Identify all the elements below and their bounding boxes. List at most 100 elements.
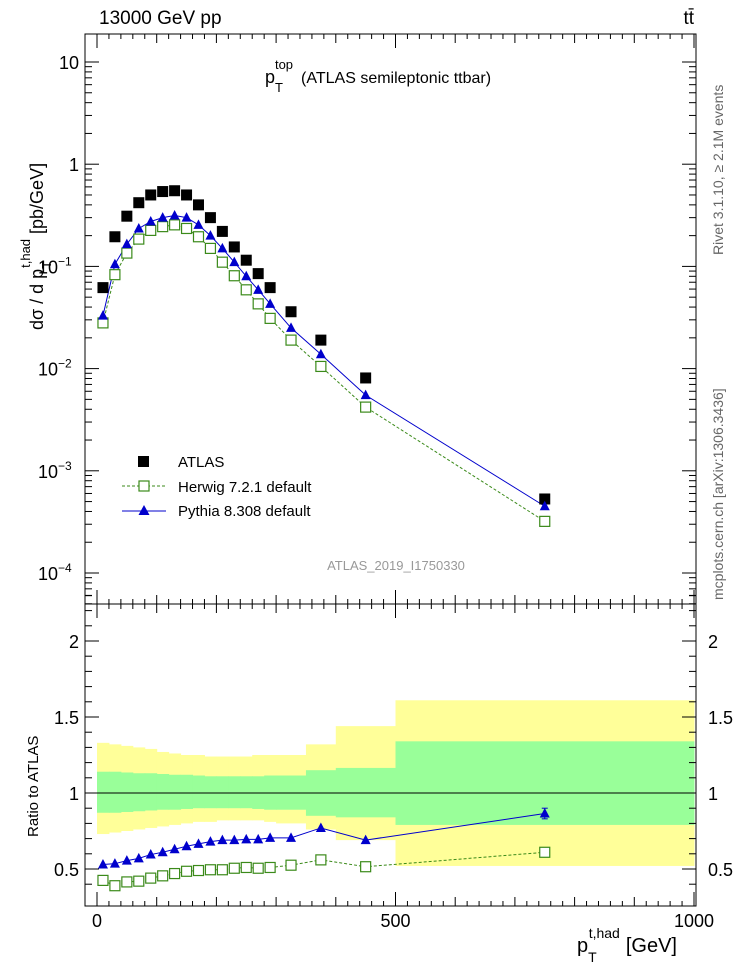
- ratio-y-axis-label: Ratio to ATLAS: [25, 736, 42, 837]
- y-axis-label: dσ / d pTt,had [pb/GeV]: [18, 163, 54, 330]
- y-tick-label: 10−1: [38, 254, 72, 277]
- ratio-band-inner-bin: [228, 776, 241, 809]
- herwig-ratio-point: [252, 862, 264, 874]
- ratio-band-inner-bin: [97, 771, 110, 813]
- atlas-point: [121, 210, 133, 222]
- ratio-band-inner-bin: [120, 772, 134, 812]
- y-tick-label: 1: [69, 155, 79, 175]
- plot-title-sup: top: [275, 57, 293, 72]
- plot-title-rest: (ATLAS semileptonic ttbar): [301, 70, 491, 87]
- ratio-band-inner-bin: [192, 775, 205, 809]
- ratio-band-inner-bin: [240, 776, 253, 809]
- herwig-point: [264, 312, 276, 324]
- y-tick-label: 10−3: [38, 459, 72, 482]
- herwig-ratio-point: [180, 865, 193, 877]
- ratio-y-tick-label-right: 0.5: [708, 860, 733, 880]
- pythia-point: [181, 212, 192, 222]
- ratio-band-inner-bin: [168, 774, 182, 810]
- atlas-point: [145, 189, 157, 201]
- herwig-line: [102, 224, 546, 522]
- pythia-point: [145, 216, 156, 226]
- series-markers: [97, 185, 551, 527]
- pythia-point: [241, 270, 252, 281]
- y-tick-label: 10−4: [38, 561, 72, 584]
- herwig-ratio-point: [216, 864, 228, 876]
- atlas-point: [192, 199, 204, 211]
- herwig-ratio-point: [240, 861, 252, 874]
- rivet-label: Rivet 3.1.10, ≥ 2.1M events: [710, 85, 726, 255]
- pythia-ratio-point: [181, 840, 192, 851]
- atlas-point: [204, 212, 216, 224]
- pythia-ratio-point: [229, 834, 240, 845]
- pythia-point: [286, 322, 297, 332]
- pythia-point: [315, 348, 326, 359]
- pythia-ratio-point: [145, 849, 156, 859]
- legend-label-herwig: Herwig 7.2.1 default: [178, 479, 312, 496]
- axis-ticks: [85, 34, 696, 906]
- pythia-ratio-point: [241, 833, 252, 844]
- ratio-y-tick-label-left: 1.5: [54, 708, 79, 728]
- x-tick-label: 1000: [674, 911, 714, 931]
- x-axis-label-sub: T: [588, 949, 597, 965]
- y-axis-label-sup: t,had: [18, 239, 33, 268]
- herwig-ratio-point: [264, 861, 276, 874]
- y-axis-label-main: dσ / d p: [27, 269, 47, 330]
- herwig-ratio-point: [204, 864, 217, 876]
- y-tick-label-base: 10: [38, 360, 58, 380]
- analysis-label: ATLAS_2019_I1750330: [327, 558, 465, 573]
- pythia-point: [205, 230, 216, 240]
- pythia-point: [193, 219, 204, 229]
- herwig-point: [216, 256, 228, 268]
- pythia-point: [229, 256, 240, 267]
- pythia-ratio-point: [133, 852, 144, 863]
- herwig-point: [252, 298, 264, 310]
- herwig-point: [240, 284, 252, 296]
- y-tick-label-base: 10: [38, 462, 58, 482]
- pythia-ratio-point: [97, 858, 108, 869]
- herwig-point: [539, 515, 551, 527]
- herwig-ratio-point: [285, 859, 297, 871]
- herwig-point: [192, 231, 205, 243]
- pythia-ratio-point: [205, 836, 216, 846]
- x-tick-label: 0: [92, 911, 102, 931]
- x-axis-label-sup: t,had: [589, 925, 620, 941]
- ratio-y-tick-label-right: 2: [708, 632, 718, 652]
- y-tick-label-exponent: −4: [58, 561, 72, 575]
- plot-title-main: p: [265, 67, 275, 87]
- pythia-ratio-point: [286, 832, 297, 842]
- herwig-ratio-point: [157, 870, 169, 882]
- ratio-band-inner-bin: [132, 773, 146, 812]
- herwig-point: [121, 247, 133, 259]
- header-right: tt̄: [683, 8, 694, 29]
- legend-label-atlas: ATLAS: [178, 454, 224, 471]
- atlas-point: [264, 282, 276, 294]
- pythia-ratio-point: [265, 832, 276, 842]
- atlas-point: [539, 493, 551, 505]
- herwig-point: [228, 270, 240, 282]
- y-tick-label-exponent: −3: [58, 459, 72, 473]
- ratio-band-inner-bin: [156, 774, 170, 810]
- y-tick-label-base: 10: [38, 257, 58, 277]
- pythia-point: [133, 222, 144, 233]
- plot-title: pTtop (ATLAS semileptonic ttbar): [265, 57, 491, 95]
- y-axis-label-unit: [pb/GeV]: [27, 163, 47, 234]
- pythia-point: [360, 389, 371, 400]
- y-tick-label-exponent: −2: [58, 357, 72, 371]
- herwig-point: [169, 219, 181, 231]
- atlas-point: [252, 268, 264, 280]
- pythia-point: [265, 298, 276, 308]
- herwig-point: [157, 221, 169, 233]
- legend-marker-herwig: [138, 480, 150, 492]
- herwig-ratio-point: [315, 854, 327, 866]
- ratio-band-inner-bin: [216, 776, 229, 809]
- main-plot-frame: [84, 33, 697, 605]
- pythia-ratio-point: [315, 822, 326, 832]
- herwig-point: [109, 269, 121, 281]
- herwig-ratio-point: [539, 846, 551, 858]
- herwig-ratio-point: [169, 867, 181, 880]
- ratio-y-tick-label-left: 2: [69, 632, 79, 652]
- legend-marker-pythia: [138, 505, 150, 515]
- mcplots-label: mcplots.cern.ch [arXiv:1306.3436]: [710, 388, 726, 600]
- herwig-ratio-point: [133, 875, 145, 887]
